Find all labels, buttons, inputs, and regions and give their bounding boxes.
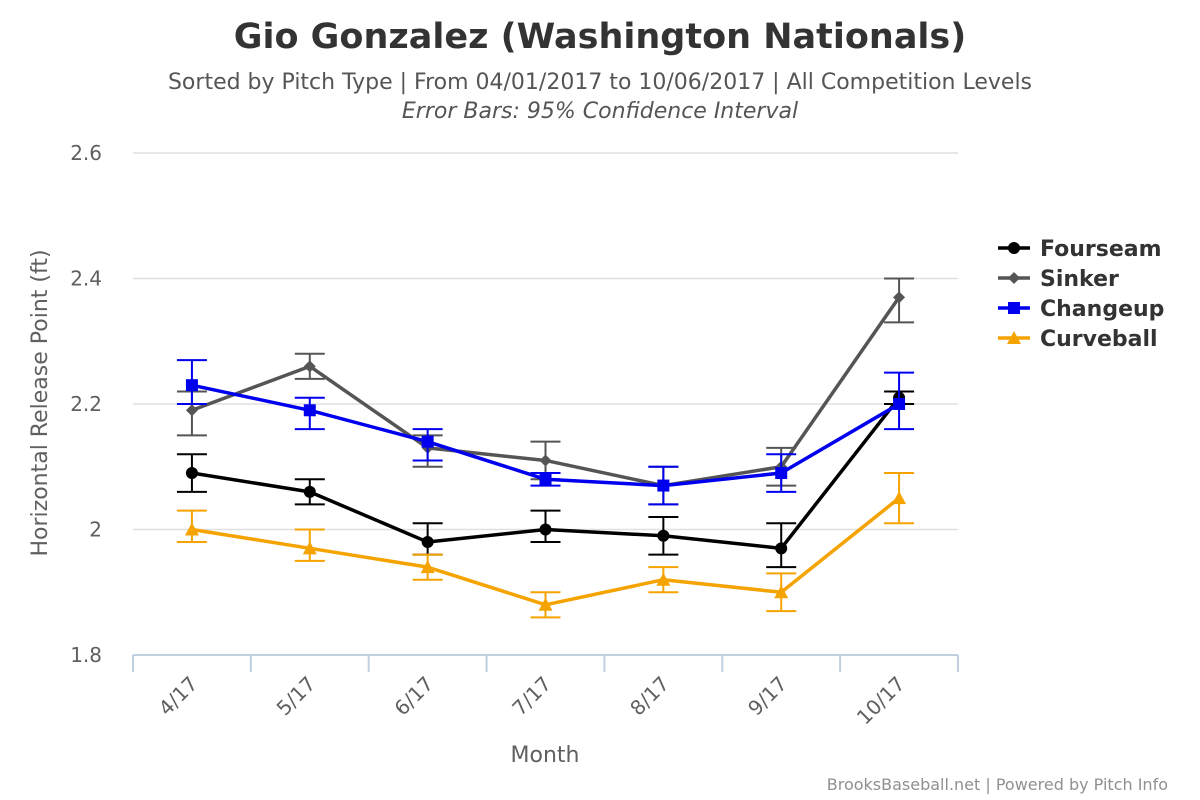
changeup-point[interactable] xyxy=(185,379,198,392)
y-tick-label: 1.8 xyxy=(70,643,102,667)
x-tick-label: 6/17 xyxy=(389,672,438,721)
fourseam-point[interactable] xyxy=(539,523,552,536)
legend-item-fourseam[interactable]: Fourseam xyxy=(998,237,1162,262)
legend-marker-changeup xyxy=(1008,302,1020,314)
x-tick-label: 4/17 xyxy=(154,672,203,721)
curveball-point[interactable] xyxy=(892,491,907,505)
legend-label-fourseam: Fourseam xyxy=(1040,237,1162,262)
curveball-point[interactable] xyxy=(302,541,317,555)
x-axis-title: Month xyxy=(511,743,580,768)
legend-marker-sinker xyxy=(1008,272,1020,284)
y-axis-title: Horizontal Release Point (ft) xyxy=(28,249,53,556)
sinker-point[interactable] xyxy=(303,360,316,373)
curveball-point[interactable] xyxy=(538,597,553,611)
legend: Fourseam Sinker Changeup Curveball xyxy=(998,237,1164,352)
series-fourseam xyxy=(176,390,915,569)
curveball-point[interactable] xyxy=(420,560,435,574)
legend-label-changeup: Changeup xyxy=(1040,297,1164,322)
y-tick-label: 2 xyxy=(89,518,102,542)
chart-title: Gio Gonzalez (Washington Nationals) xyxy=(234,17,967,57)
curveball-point[interactable] xyxy=(774,585,789,599)
x-tick-label: 7/17 xyxy=(507,672,556,721)
series-curveball xyxy=(176,472,915,619)
x-axis: 4/17 5/17 6/17 7/17 8/17 9/17 10/17 xyxy=(132,654,959,730)
changeup-point[interactable] xyxy=(421,435,434,448)
fourseam-point[interactable] xyxy=(421,536,434,549)
changeup-point[interactable] xyxy=(303,404,316,417)
x-tick-label: 10/17 xyxy=(852,672,910,730)
curveball-point[interactable] xyxy=(184,522,199,536)
changeup-point[interactable] xyxy=(893,398,906,410)
changeup-point[interactable] xyxy=(775,467,788,480)
fourseam-point[interactable] xyxy=(775,542,788,555)
x-tick-label: 9/17 xyxy=(743,672,792,721)
changeup-point[interactable] xyxy=(539,473,552,486)
y-tick-label: 2.6 xyxy=(70,141,102,165)
changeup-point[interactable] xyxy=(657,479,670,492)
fourseam-point[interactable] xyxy=(657,529,670,542)
fourseam-point[interactable] xyxy=(303,485,316,498)
legend-item-curveball[interactable]: Curveball xyxy=(998,327,1158,352)
sinker-point[interactable] xyxy=(893,291,906,304)
legend-item-sinker[interactable]: Sinker xyxy=(998,267,1119,292)
series-layer xyxy=(176,277,915,619)
series-changeup xyxy=(176,359,915,506)
curveball-point[interactable] xyxy=(656,572,671,586)
sinker-point[interactable] xyxy=(539,454,552,467)
series-sinker xyxy=(176,277,915,506)
y-tick-label: 2.2 xyxy=(70,392,102,416)
x-tick-label: 5/17 xyxy=(272,672,321,721)
legend-label-curveball: Curveball xyxy=(1040,327,1158,352)
y-axis-ticks: 1.8 2 2.2 2.4 2.6 xyxy=(70,141,102,667)
y-tick-label: 2.4 xyxy=(70,267,102,291)
legend-marker-curveball xyxy=(1007,331,1021,344)
sinker-point[interactable] xyxy=(185,404,198,417)
legend-marker-fourseam xyxy=(1008,242,1020,254)
chart-subtitle-error-bars: Error Bars: 95% Confidence Interval xyxy=(402,99,798,124)
legend-item-changeup[interactable]: Changeup xyxy=(998,297,1164,322)
x-tick-label: 8/17 xyxy=(625,672,674,721)
chart-subtitle: Sorted by Pitch Type | From 04/01/2017 t… xyxy=(168,70,1032,95)
legend-label-sinker: Sinker xyxy=(1040,267,1119,292)
credits-text[interactable]: BrooksBaseball.net | Powered by Pitch In… xyxy=(827,775,1168,794)
fourseam-point[interactable] xyxy=(185,467,198,480)
